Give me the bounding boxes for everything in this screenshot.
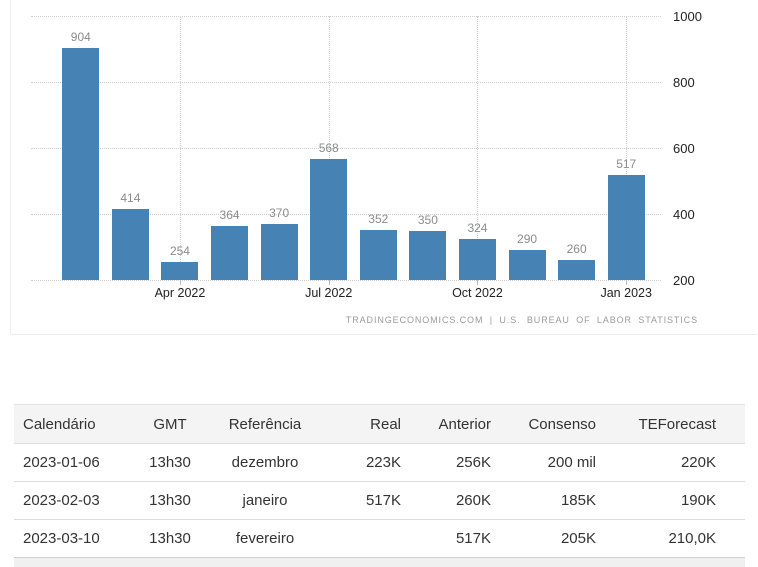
x-axis-tick-label: Apr 2022 — [154, 286, 206, 300]
x-gridline — [626, 16, 628, 280]
cell-real: 517K — [330, 481, 410, 520]
cell-gmt: 13h30 — [140, 481, 200, 520]
x-axis-tick — [179, 280, 181, 285]
x-axis-tick-label: Jul 2022 — [305, 286, 353, 300]
y-gridline — [31, 82, 661, 83]
y-axis-tick-label: 200 — [673, 273, 695, 288]
table-row[interactable]: 2023-03-10 13h30 fevereiro 517K 205K 210… — [14, 519, 745, 558]
chart-bar[interactable] — [607, 175, 645, 280]
x-gridline — [477, 16, 479, 280]
bar-value-label: 254 — [169, 244, 190, 259]
chart-bar[interactable] — [409, 230, 447, 280]
col-header-consenso: Consenso — [500, 404, 605, 444]
cell-teforecast: 190K — [605, 481, 745, 520]
cell-consenso: 185K — [500, 481, 605, 520]
col-header-calendario: Calendário — [14, 404, 140, 444]
chart-bar[interactable] — [62, 47, 100, 280]
bar-value-label: 352 — [368, 211, 389, 226]
col-header-anterior: Anterior — [410, 404, 500, 444]
cell-referencia: dezembro — [200, 443, 330, 482]
x-gridline — [179, 16, 181, 280]
cell-real: 223K — [330, 443, 410, 482]
cell-teforecast: 220K — [605, 443, 745, 482]
y-gridline — [31, 16, 661, 17]
bar-value-label: 904 — [70, 29, 91, 44]
bar-value-label: 290 — [517, 232, 538, 247]
bar-value-label: 260 — [566, 242, 587, 257]
payrolls-chart-card: 200 400 600 800 1000 Apr 2022 Jul 2022 Oct 2022… — [10, 0, 757, 335]
chart-bar[interactable] — [508, 250, 546, 280]
x-axis-tick-label: Oct 2022 — [452, 286, 503, 300]
bar-value-label: 517 — [616, 157, 637, 172]
cell-referencia: janeiro — [200, 481, 330, 520]
cell-gmt: 13h30 — [140, 443, 200, 482]
cell-calendario: 2023-02-03 — [14, 481, 140, 520]
chart-bar[interactable] — [111, 209, 149, 280]
chart-bar[interactable] — [359, 229, 397, 280]
cell-calendario: 2023-03-10 — [14, 519, 140, 558]
bar-value-label: 324 — [467, 221, 488, 236]
bar-value-label: 568 — [318, 140, 339, 155]
chart-bar[interactable] — [260, 223, 298, 280]
table-row[interactable]: 2023-01-06 13h30 dezembro 223K 256K 200 … — [14, 443, 745, 482]
y-axis-tick-label: 400 — [673, 207, 695, 222]
y-gridline — [31, 148, 661, 149]
chart-plot-area[interactable]: 200 400 600 800 1000 Apr 2022 Jul 2022 Oct 2022… — [11, 0, 757, 334]
chart-bar[interactable] — [161, 262, 199, 280]
table-row[interactable]: 2023-02-03 13h30 janeiro 517K 260K 185K … — [14, 481, 745, 520]
chart-bar[interactable] — [558, 260, 596, 280]
chart-bar[interactable] — [310, 158, 348, 280]
x-gridline — [328, 16, 330, 280]
cell-consenso: 205K — [500, 519, 605, 558]
y-axis-tick-label: 1000 — [673, 9, 702, 24]
y-axis-tick-label: 600 — [673, 141, 695, 156]
table-header-row: Calendário GMT Referência Real Anterior … — [14, 404, 745, 444]
x-axis-tick — [477, 280, 479, 285]
col-header-teforecast: TEForecast — [605, 404, 745, 444]
cell-calendario: 2023-01-06 — [14, 443, 140, 482]
col-header-referencia: Referência — [200, 404, 330, 444]
cell-anterior: 260K — [410, 481, 500, 520]
bar-value-label: 370 — [269, 205, 290, 220]
x-axis-tick — [328, 280, 330, 285]
bar-value-label: 364 — [219, 207, 240, 222]
x-axis-tick — [626, 280, 628, 285]
bar-value-label: 414 — [120, 191, 141, 206]
economic-calendar-table: Calendário GMT Referência Real Anterior … — [14, 404, 745, 558]
cell-real — [330, 519, 410, 558]
y-gridline — [31, 280, 661, 281]
cell-gmt: 13h30 — [140, 519, 200, 558]
cell-teforecast: 210,0K — [605, 519, 745, 558]
chart-bar[interactable] — [211, 225, 249, 280]
x-axis-tick-label: Jan 2023 — [600, 286, 652, 300]
cell-referencia: fevereiro — [200, 519, 330, 558]
cell-anterior: 517K — [410, 519, 500, 558]
y-axis-tick-label: 800 — [673, 75, 695, 90]
bar-value-label: 350 — [417, 212, 438, 227]
col-header-real: Real — [330, 404, 410, 444]
chart-bar[interactable] — [458, 239, 496, 280]
cell-anterior: 256K — [410, 443, 500, 482]
chart-attribution: TRADINGECONOMICS.COM | U.S. BUREAU OF LA… — [345, 315, 698, 325]
next-section-header-partial — [14, 557, 745, 567]
col-header-gmt: GMT — [140, 404, 200, 444]
cell-consenso: 200 mil — [500, 443, 605, 482]
